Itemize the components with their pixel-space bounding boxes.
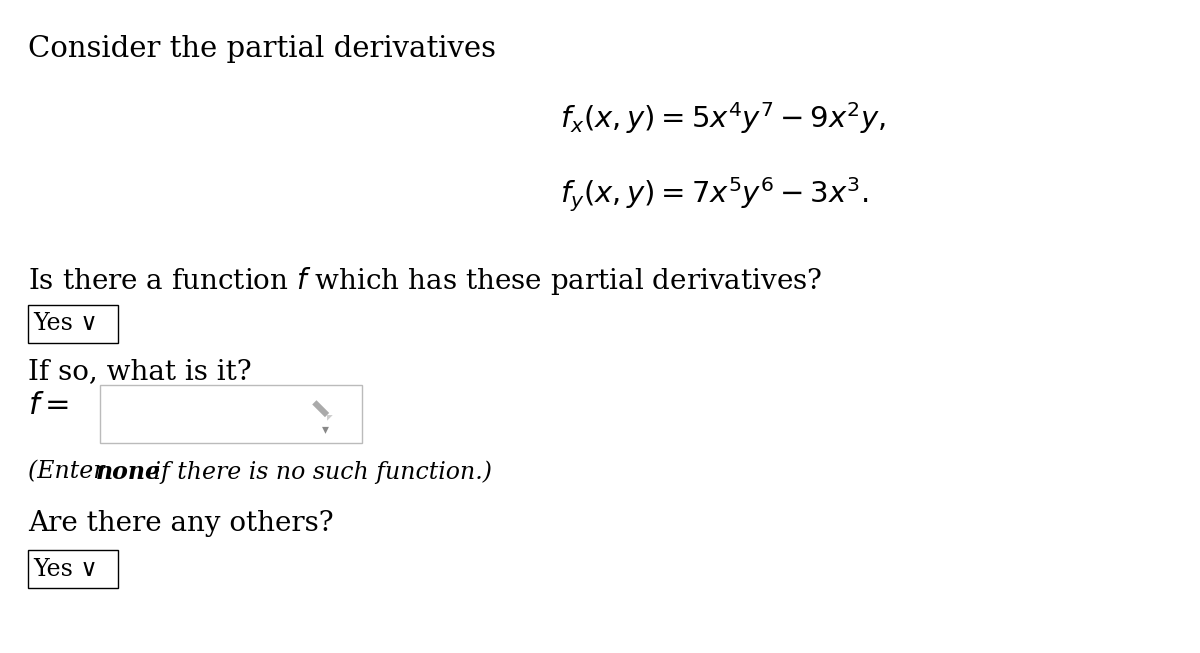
Text: Yes ∨: Yes ∨ xyxy=(34,313,97,336)
FancyBboxPatch shape xyxy=(100,385,362,443)
Text: Is there a function $f$ which has these partial derivatives?: Is there a function $f$ which has these … xyxy=(28,265,822,297)
Text: $f_x(x, y) = 5x^4y^7 - 9x^2y,$: $f_x(x, y) = 5x^4y^7 - 9x^2y,$ xyxy=(560,100,887,136)
Polygon shape xyxy=(328,415,332,421)
Text: if there is no such function.): if there is no such function.) xyxy=(146,460,492,483)
Text: Consider the partial derivatives: Consider the partial derivatives xyxy=(28,35,496,63)
Text: $f =$: $f =$ xyxy=(28,389,70,421)
Text: (Enter: (Enter xyxy=(28,460,112,483)
FancyBboxPatch shape xyxy=(28,305,118,343)
FancyBboxPatch shape xyxy=(28,550,118,588)
Text: ▾: ▾ xyxy=(322,422,329,436)
Text: Yes ∨: Yes ∨ xyxy=(34,558,97,581)
FancyBboxPatch shape xyxy=(312,400,329,417)
Text: none: none xyxy=(96,460,161,484)
Text: $f_y(x, y) = 7x^5y^6 - 3x^3.$: $f_y(x, y) = 7x^5y^6 - 3x^3.$ xyxy=(560,175,869,214)
Text: If so, what is it?: If so, what is it? xyxy=(28,358,252,385)
Text: Are there any others?: Are there any others? xyxy=(28,510,334,537)
